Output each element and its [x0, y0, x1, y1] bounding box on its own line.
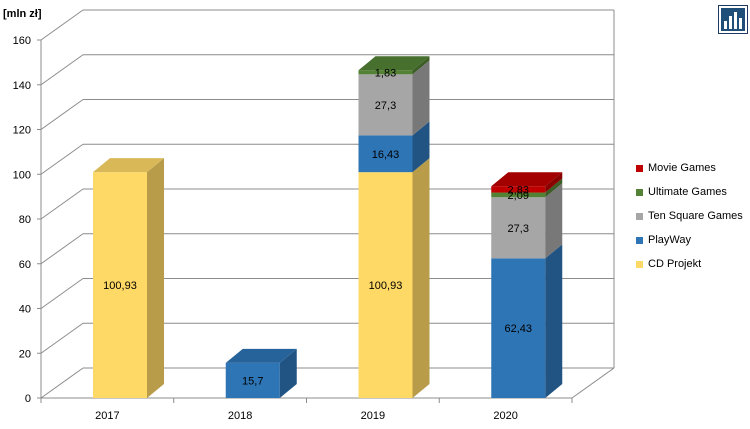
side-gridline [40, 233, 84, 265]
data-label: 2,09 [508, 190, 529, 202]
legend-item-movie-games: Movie Games [636, 156, 750, 180]
side-gridline [40, 188, 84, 220]
bar-playway-2020 [491, 244, 563, 398]
chart-axes: 0 20 40 60 80 100 120 140 160 2017 2018 2019 2020 [13, 35, 615, 422]
bar-side [147, 158, 164, 398]
y-tick-label: 140 [13, 80, 31, 92]
y-tick-label: 20 [19, 348, 31, 360]
bar-top [491, 172, 563, 187]
bar-side [545, 244, 563, 398]
y-tick-label: 160 [13, 35, 31, 47]
legend-label: Ten Square Games [648, 210, 743, 222]
legend-item-ultimate-games: Ultimate Games [636, 180, 750, 204]
bar-movie-games-2020 [491, 172, 563, 193]
floor-edge [571, 367, 615, 399]
data-label: 16,43 [372, 149, 400, 161]
bar-cd-projekt-2019 [358, 158, 430, 398]
side-gridline [40, 278, 84, 309]
bar-side [545, 178, 563, 198]
side-gridline [40, 54, 84, 86]
y-tick-label: 80 [19, 214, 31, 226]
bar-side [545, 183, 563, 259]
y-tick-label: 100 [13, 169, 31, 181]
x-tick-label: 2019 [361, 410, 385, 422]
side-gridline [40, 367, 84, 399]
data-label: 2,83 [508, 184, 529, 196]
bar-playway-2019 [358, 121, 430, 173]
bar-ten-square-games-2019 [358, 60, 430, 136]
bar-ten-square-games-2020 [491, 183, 563, 259]
bar-side [412, 56, 430, 75]
bar-front [491, 197, 546, 259]
y-tick-label: 120 [13, 125, 31, 137]
y-axis-unit-label: [mln zł] [3, 8, 42, 20]
bar-front [358, 172, 413, 398]
legend-swatch [636, 164, 643, 172]
bar-chart-logo-icon [718, 5, 748, 34]
y-tick-label: 60 [19, 259, 31, 271]
legend-label: Movie Games [648, 162, 716, 174]
data-label: 1,83 [375, 67, 396, 79]
bar-front [358, 74, 413, 136]
bar-front [491, 192, 546, 198]
bar-ultimate-games-2020 [491, 178, 563, 198]
legend-label: Ultimate Games [648, 186, 727, 198]
bar-front [93, 172, 147, 398]
bar-front [491, 186, 546, 193]
legend-item-ten-square-games: Ten Square Games [636, 204, 750, 228]
legend-swatch [636, 260, 643, 268]
x-tick-label: 2020 [493, 410, 517, 422]
bar-top [225, 348, 297, 363]
chart-value-labels: 100,93 15,7 100,93 16,43 27,3 1,83 62,43 27,3 2,… [103, 67, 532, 387]
side-gridline [40, 99, 84, 130]
legend-item-playway: PlayWay [636, 228, 750, 252]
x-tick-label: 2018 [228, 410, 252, 422]
side-gridline [40, 322, 84, 354]
chart-legend: Movie Games Ultimate Games Ten Square Game… [636, 156, 750, 276]
y-tick-label: 40 [19, 304, 31, 316]
bar-playway-2018 [225, 348, 297, 398]
side-gridline [40, 9, 84, 41]
bar-front [491, 258, 546, 398]
legend-swatch [636, 188, 643, 196]
bar-cd-projekt-2017 [93, 158, 164, 398]
legend-label: CD Projekt [648, 258, 702, 270]
data-label: 100,93 [103, 280, 137, 292]
data-label: 27,3 [508, 223, 529, 235]
bar-top [358, 56, 430, 71]
data-label: 62,43 [504, 323, 532, 335]
data-label: 15,7 [242, 375, 263, 387]
legend-item-cd-projekt: CD Projekt [636, 252, 750, 276]
chart-bars [93, 56, 563, 398]
bar-side [279, 348, 297, 398]
bar-front [358, 70, 413, 75]
legend-swatch [636, 236, 643, 244]
bar-top [93, 158, 164, 173]
legend-swatch [636, 212, 643, 220]
bar-front [358, 135, 413, 173]
bar-side [412, 60, 430, 136]
bar-ultimate-games-2019 [358, 56, 430, 75]
side-gridline [40, 143, 84, 175]
bar-side [412, 158, 430, 398]
bar-front [225, 362, 280, 398]
bar-side [545, 172, 563, 193]
y-tick-label: 0 [25, 393, 31, 405]
data-label: 100,93 [369, 280, 403, 292]
legend-label: PlayWay [648, 234, 691, 246]
bar-side [412, 121, 430, 173]
x-tick-label: 2017 [95, 410, 119, 422]
data-label: 27,3 [375, 100, 396, 112]
